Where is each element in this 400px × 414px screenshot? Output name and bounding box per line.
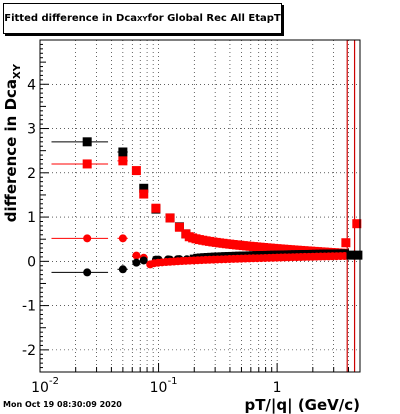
y-tick-label: 4 — [27, 77, 36, 93]
y-tick-label: -1 — [22, 299, 36, 315]
y-tick-label: 3 — [27, 122, 36, 138]
data-point-square — [131, 166, 141, 176]
y-tick-label: 2 — [27, 166, 36, 182]
data-point-circle — [132, 258, 141, 267]
data-point-square — [139, 189, 149, 199]
y-tick-label: 0 — [27, 254, 36, 270]
data-point-square — [118, 156, 128, 166]
data-point-square — [352, 219, 362, 229]
chart-title-suffix: for Global Rec All EtapT — [147, 13, 281, 24]
x-tick-label: 10 — [31, 380, 49, 396]
y-tick-label: -2 — [22, 343, 36, 359]
x-tick-label: 1 — [273, 380, 282, 396]
chart-title-prefix: Fitted difference in Dca — [4, 13, 137, 24]
data-point-circle — [118, 234, 127, 243]
grid-layer — [40, 39, 361, 372]
data-point-square — [353, 250, 363, 260]
marker-layer — [82, 137, 363, 277]
data-point-square — [118, 147, 128, 157]
vertical-lines-layer — [346, 40, 356, 372]
data-point-circle — [132, 251, 141, 260]
data-point-circle — [83, 268, 92, 277]
x-axis-title: pT/|q| (GeV/c) — [244, 396, 360, 414]
data-point-square — [165, 213, 175, 223]
data-point-circle — [118, 265, 127, 274]
chart-title-box: Fitted difference in Dca XY for Global Re… — [3, 3, 282, 34]
data-point-square — [82, 137, 92, 147]
y-axis-title: difference in DcaXY — [2, 63, 23, 222]
x-tick-label-exponent: -1 — [168, 376, 178, 387]
x-tick-label: 10 — [150, 380, 168, 396]
data-point-square — [82, 159, 92, 169]
x-tick-label-exponent: -2 — [49, 376, 59, 387]
tick-layer — [39, 39, 361, 373]
timestamp-footer: Mon Oct 19 08:30:09 2020 — [3, 400, 122, 409]
chart-title-subscript: XY — [137, 14, 148, 23]
plot-frame — [39, 39, 361, 373]
y-tick-label: 1 — [27, 210, 36, 226]
data-point-circle — [340, 252, 349, 261]
data-point-square — [346, 250, 356, 260]
data-point-square — [151, 203, 161, 213]
data-point-square — [174, 222, 184, 232]
data-point-square — [139, 183, 149, 193]
data-point-circle — [83, 234, 92, 243]
data-point-square — [341, 238, 351, 248]
data-point-circle — [139, 256, 148, 265]
